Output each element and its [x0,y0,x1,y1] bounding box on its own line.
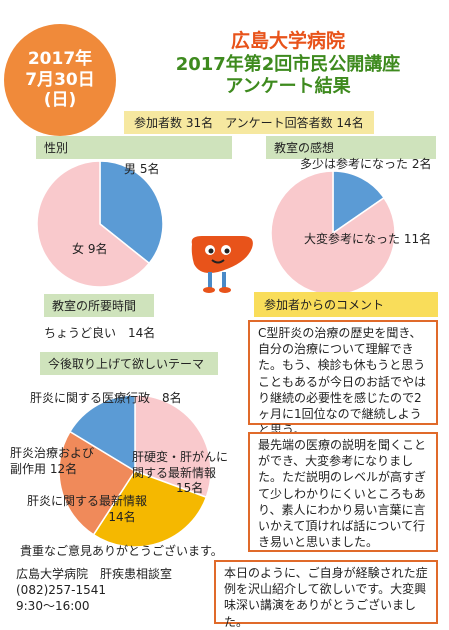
thanks-text: 貴重なご意見ありがとうございます。 [20,544,223,558]
pie-slice-2 [92,470,208,548]
contact-hours: 9:30〜16:00 [16,599,90,614]
section-themes: 今後取り上げて欲しいテーマ [40,352,218,375]
pie-slice-1 [99,160,164,265]
pie-slice-3 [58,430,137,536]
pie-label-cirrhosis: 肝硬変・肝がんに 関する最新情報 15名 [132,450,229,496]
impression-pie-chart [270,170,396,296]
title-subject: アンケート結果 [225,76,351,98]
pie-label-very: 大変参考になった 11名 [304,232,432,246]
pie-label-latest: 肝炎に関する最新情報 14名 [26,494,147,524]
section-duration: 教室の所要時間 [44,294,154,317]
title-event: 2017年第2回市民公開講座 [175,53,401,75]
pie-slice-1 [332,170,386,235]
pie-label-somewhat: 多少は参考になった 2名 [300,157,432,171]
pie-slice-4 [68,394,136,473]
pie-label-male: 男 5名 [124,162,160,176]
pie-label-admin: 肝炎に関する医療行政 8名 [30,391,182,405]
date-weekday: (日) [43,90,77,111]
contact-phone: (082)257-1541 [16,583,107,598]
date-day: 7月30日 [25,69,95,90]
section-impression: 教室の感想 [266,136,436,159]
page-title: 広島大学病院 2017年第2回市民公開講座 アンケート結果 [128,30,448,99]
comment-box-1: C型肝炎の治療の歴史を聞き、自分の治療について理解できた。もう、検診も休もうと思… [248,320,438,437]
date-year: 2017年 [27,49,93,70]
section-gender: 性別 [36,136,232,159]
title-hospital: 広島大学病院 [230,30,345,52]
comment-box-3: 本日のように、ご自身が経験された症例を沢山紹介して欲しいです。大変興味深い講演を… [214,560,438,629]
duration-answer: ちょうど良い 14名 [44,326,156,340]
pie-slice-1 [134,394,212,499]
contact-dept: 広島大学病院 肝疾患相談室 [16,567,173,581]
contact-info: 広島大学病院 肝疾患相談室 (082)257-1541 9:30〜16:00 [16,566,172,615]
liver-mascot-illustration [191,236,253,293]
gender-pie-chart [36,160,164,288]
pie-label-female: 女 9名 [72,242,108,256]
comment-box-2: 最先端の医療の説明を聞くことができ、大変参考になりました。ただ説明のレベルが高す… [248,432,438,552]
section-comments: 参加者からのコメント [254,292,438,317]
summary-banner: 参加者数 31名 アンケート回答者数 14名 [124,111,374,134]
themes-pie-chart [58,394,212,548]
date-badge: 2017年 7月30日 (日) [4,24,116,136]
pie-label-treatment: 肝炎治療および 副作用 12名 [10,446,95,476]
pie-slice-2 [270,170,396,296]
pie-slice-2 [36,160,151,288]
